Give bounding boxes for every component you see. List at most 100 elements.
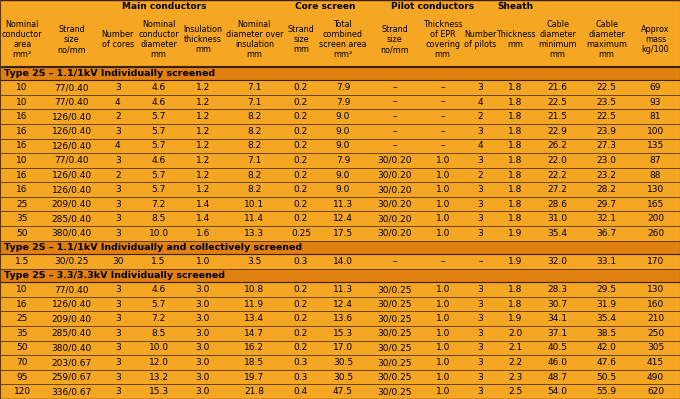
Text: 126/0.40: 126/0.40 <box>52 141 92 150</box>
Text: 4: 4 <box>478 141 483 150</box>
Text: 7.1: 7.1 <box>247 83 261 92</box>
Text: 203/0.67: 203/0.67 <box>52 358 92 367</box>
Text: 4: 4 <box>478 98 483 107</box>
Text: 3: 3 <box>115 185 120 194</box>
Text: 3.0: 3.0 <box>196 373 210 381</box>
Text: Nominal
diameter over
insulation
mm: Nominal diameter over insulation mm <box>226 20 283 59</box>
Text: 10.8: 10.8 <box>244 285 265 294</box>
Text: 77/0.40: 77/0.40 <box>54 98 89 107</box>
Text: 126/0.40: 126/0.40 <box>52 185 92 194</box>
Text: 1.8: 1.8 <box>509 156 523 165</box>
Text: Type 2S – 3.3/3.3kV Individually screened: Type 2S – 3.3/3.3kV Individually screene… <box>4 271 225 280</box>
Text: 4.6: 4.6 <box>152 285 166 294</box>
Text: 1.0: 1.0 <box>435 170 450 180</box>
Text: 16: 16 <box>16 185 28 194</box>
Text: 1.0: 1.0 <box>435 329 450 338</box>
Text: 7.1: 7.1 <box>247 156 261 165</box>
Text: 13.6: 13.6 <box>333 314 353 323</box>
Text: 48.7: 48.7 <box>547 373 568 381</box>
Text: 13.2: 13.2 <box>149 373 169 381</box>
Text: Type 2S – 1.1/1kV Individually and collectively screened: Type 2S – 1.1/1kV Individually and colle… <box>4 243 302 252</box>
Text: 46.0: 46.0 <box>547 358 568 367</box>
Text: 1.4: 1.4 <box>196 214 210 223</box>
Text: –: – <box>441 127 445 136</box>
Text: 3: 3 <box>477 200 483 209</box>
Text: 1.0: 1.0 <box>435 214 450 223</box>
Text: 0.3: 0.3 <box>294 257 308 266</box>
Text: 50: 50 <box>16 229 28 238</box>
Text: 3.5: 3.5 <box>247 257 261 266</box>
Text: 1.0: 1.0 <box>435 314 450 323</box>
Text: 1.0: 1.0 <box>435 387 450 396</box>
Text: 3: 3 <box>477 387 483 396</box>
Text: 1.2: 1.2 <box>196 98 210 107</box>
Text: 9.0: 9.0 <box>336 170 350 180</box>
Text: 1.2: 1.2 <box>196 170 210 180</box>
Text: 8.2: 8.2 <box>247 170 261 180</box>
Text: 30/0.25: 30/0.25 <box>54 257 89 266</box>
Text: Pilot conductors: Pilot conductors <box>391 2 474 11</box>
Text: 12.4: 12.4 <box>333 300 353 309</box>
Text: 1.0: 1.0 <box>196 257 210 266</box>
Text: 23.2: 23.2 <box>596 170 617 180</box>
Text: 23.0: 23.0 <box>596 156 617 165</box>
Text: 200: 200 <box>647 214 664 223</box>
Text: Insulation
thickness
mm: Insulation thickness mm <box>184 25 222 54</box>
Text: 1.0: 1.0 <box>435 344 450 352</box>
Text: Approx
mass
kg/100: Approx mass kg/100 <box>641 25 670 54</box>
Text: 1.8: 1.8 <box>509 112 523 121</box>
Text: 3: 3 <box>115 344 120 352</box>
Text: 10.0: 10.0 <box>148 344 169 352</box>
Text: 15.3: 15.3 <box>333 329 353 338</box>
Text: 5.7: 5.7 <box>152 112 166 121</box>
Text: 0.2: 0.2 <box>294 344 308 352</box>
Text: 3: 3 <box>115 358 120 367</box>
Text: 13.4: 13.4 <box>244 314 265 323</box>
Text: 16: 16 <box>16 141 28 150</box>
Text: 1.8: 1.8 <box>509 98 523 107</box>
Text: –: – <box>441 112 445 121</box>
Text: 209/0.40: 209/0.40 <box>52 314 92 323</box>
Text: 23.9: 23.9 <box>596 127 617 136</box>
Bar <box>0 67 680 80</box>
Text: –: – <box>441 98 445 107</box>
Text: 209/0.40: 209/0.40 <box>52 200 92 209</box>
Text: 22.5: 22.5 <box>596 112 617 121</box>
Text: 28.2: 28.2 <box>596 185 617 194</box>
Text: 16.2: 16.2 <box>244 344 265 352</box>
Text: 9.0: 9.0 <box>336 185 350 194</box>
Text: 11.4: 11.4 <box>244 214 265 223</box>
Text: 1.2: 1.2 <box>196 156 210 165</box>
Text: 1.9: 1.9 <box>509 257 523 266</box>
Text: Core screen: Core screen <box>295 2 356 11</box>
Text: 4: 4 <box>115 98 120 107</box>
Text: 260: 260 <box>647 229 664 238</box>
Text: 35: 35 <box>16 329 28 338</box>
Text: 29.5: 29.5 <box>596 285 617 294</box>
Text: 25: 25 <box>16 314 28 323</box>
Text: 3: 3 <box>477 314 483 323</box>
Text: 29.7: 29.7 <box>596 200 617 209</box>
Text: 16: 16 <box>16 170 28 180</box>
Text: 3: 3 <box>115 387 120 396</box>
Text: 259/0.67: 259/0.67 <box>52 373 92 381</box>
Text: 30: 30 <box>112 257 124 266</box>
Text: 1.6: 1.6 <box>196 229 210 238</box>
Text: –: – <box>441 141 445 150</box>
Text: –: – <box>392 83 397 92</box>
Text: 1.0: 1.0 <box>435 156 450 165</box>
Text: 10: 10 <box>16 83 28 92</box>
Text: 32.0: 32.0 <box>547 257 568 266</box>
Text: 250: 250 <box>647 329 664 338</box>
Text: 1.8: 1.8 <box>509 170 523 180</box>
Text: 5.7: 5.7 <box>152 127 166 136</box>
Text: 9.0: 9.0 <box>336 112 350 121</box>
Text: Thickness
of EPR
covering
mm: Thickness of EPR covering mm <box>423 20 462 59</box>
Text: 1.5: 1.5 <box>15 257 29 266</box>
Text: 130: 130 <box>647 185 664 194</box>
Text: 12.4: 12.4 <box>333 214 353 223</box>
Text: 3: 3 <box>477 285 483 294</box>
Text: 30/0.25: 30/0.25 <box>377 373 412 381</box>
Text: 32.1: 32.1 <box>596 214 617 223</box>
Text: 17.5: 17.5 <box>333 229 353 238</box>
